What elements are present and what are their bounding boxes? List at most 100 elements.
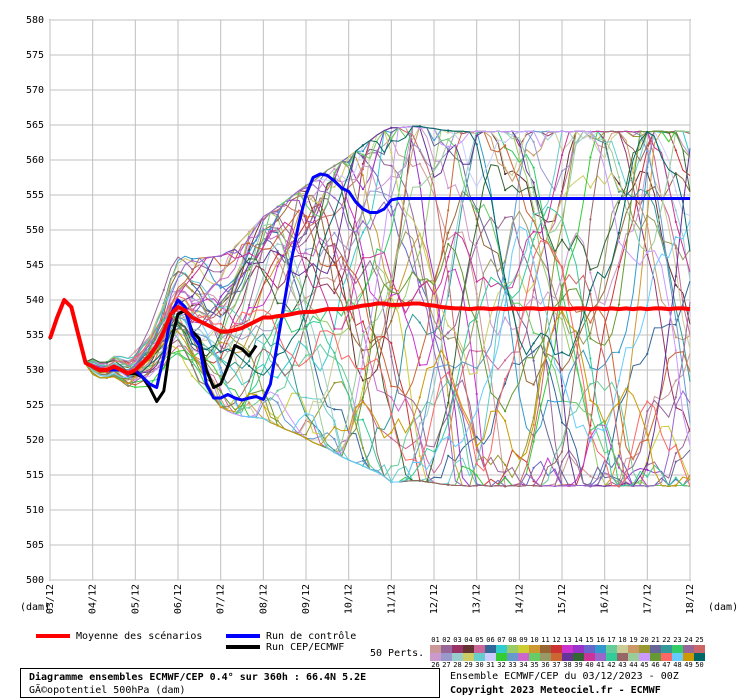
- perturbation-point: [447, 337, 450, 340]
- control-swatch: [226, 634, 260, 638]
- perturbation-point: [617, 176, 621, 179]
- perturbation-point: [447, 371, 450, 374]
- pert-swatch: [551, 645, 562, 653]
- perturbation-line: [49, 125, 691, 376]
- perturbation-point: [532, 433, 535, 436]
- pert-number: 20: [640, 636, 649, 644]
- pert-number: 10: [530, 636, 539, 644]
- perturbation-point: [617, 454, 621, 457]
- perturbation-point: [304, 421, 308, 424]
- pert-number: 03: [453, 636, 462, 644]
- perturbation-point: [617, 303, 621, 306]
- perturbation-point: [248, 252, 251, 255]
- perturbation-point: [646, 475, 649, 478]
- pert-swatch: [661, 645, 672, 653]
- pert-swatch: [628, 645, 639, 653]
- perturbation-point: [504, 144, 507, 147]
- pert-swatch: [683, 653, 694, 661]
- perturbation-point: [361, 290, 364, 294]
- pert-number: 16: [596, 636, 605, 644]
- perturbation-point: [248, 360, 251, 363]
- perturbation-point: [219, 254, 222, 258]
- perturbation-point: [304, 360, 308, 363]
- perturbation-point: [276, 364, 279, 367]
- y-tick-label: 570: [26, 85, 44, 96]
- perturbation-point: [390, 126, 393, 129]
- perturbation-point: [304, 186, 308, 189]
- pert-swatch: [529, 653, 540, 661]
- pert-colors-row2: [430, 653, 706, 661]
- perturbation-point: [248, 406, 251, 409]
- perturbation-point: [361, 253, 364, 256]
- pert-number: 34: [519, 661, 528, 669]
- perturbation-point: [646, 150, 649, 153]
- perturbation-point: [418, 410, 421, 413]
- perturbation-point: [219, 405, 222, 409]
- pert-number: 33: [508, 661, 517, 669]
- perturbation-line: [49, 197, 691, 487]
- x-tick-label: 14/12: [514, 584, 525, 614]
- perturbation-point: [276, 287, 279, 291]
- perturbation-point: [475, 280, 478, 283]
- perturbation-point: [361, 418, 364, 421]
- pert-numbers-row2: 26 27 28 29 30 31 32 33 34 35 36 37 38 39 40 41 42 43 44 45…: [430, 661, 706, 670]
- perturbation-point: [589, 413, 592, 416]
- perturbation-point: [333, 261, 336, 264]
- perturbation-point: [560, 421, 564, 424]
- pert-number: 29: [464, 661, 473, 669]
- perturbation-point: [304, 300, 308, 303]
- perturbation-point: [276, 249, 279, 253]
- perturbation-point: [248, 328, 251, 331]
- pert-swatch: [694, 645, 705, 653]
- perturbation-point: [361, 379, 364, 382]
- perturbation-line: [49, 299, 691, 487]
- perturbation-point: [418, 250, 421, 254]
- perturbation-point: [532, 484, 535, 487]
- perturbation-point: [560, 368, 564, 372]
- pert-swatch: [540, 645, 551, 653]
- perturbation-point: [674, 284, 677, 287]
- pert-swatch: [474, 645, 485, 653]
- perturbation-line: [49, 240, 691, 487]
- perturbation-point: [219, 351, 222, 354]
- perturbation-point: [390, 137, 393, 140]
- pert-number: 48: [673, 661, 682, 669]
- perturbation-point: [191, 360, 194, 363]
- pert-number: 02: [442, 636, 451, 644]
- perturbation-point: [418, 162, 421, 165]
- perturbation-point: [361, 387, 364, 390]
- perturbation-point: [390, 341, 393, 345]
- perturbation-point: [134, 364, 137, 367]
- perturbation-point: [475, 350, 478, 353]
- perturbation-point: [361, 144, 364, 147]
- y-tick-label: 555: [26, 190, 44, 201]
- perturbation-point: [390, 278, 393, 281]
- pert-swatch: [606, 645, 617, 653]
- pert-number: 30: [475, 661, 484, 669]
- perturbation-point: [333, 438, 336, 441]
- perturbation-point: [276, 229, 279, 232]
- perturbation-point: [304, 219, 308, 222]
- perturbation-point: [617, 240, 621, 243]
- perturbation-point: [333, 327, 336, 330]
- perturbation-point: [333, 351, 336, 354]
- perturbation-point: [361, 333, 364, 336]
- perturbation-point: [361, 174, 364, 177]
- perturbation-point: [418, 364, 421, 367]
- perturbation-point: [418, 479, 421, 482]
- perturbation-point: [248, 231, 251, 235]
- pert-swatch: [617, 645, 628, 653]
- perturbation-point: [333, 167, 336, 170]
- perturbation-point: [361, 396, 364, 399]
- perturbation-point: [304, 296, 308, 299]
- perturbation-point: [219, 374, 222, 377]
- perturbation-point: [674, 220, 677, 223]
- perturbation-point: [418, 181, 421, 185]
- perturbation-point: [560, 130, 564, 133]
- perturbation-point: [276, 417, 279, 420]
- pert-number: 14: [574, 636, 583, 644]
- pert-number: 36: [541, 661, 550, 669]
- perturbation-point: [248, 306, 251, 309]
- perturbation-point: [191, 358, 194, 361]
- perturbation-point: [333, 242, 336, 246]
